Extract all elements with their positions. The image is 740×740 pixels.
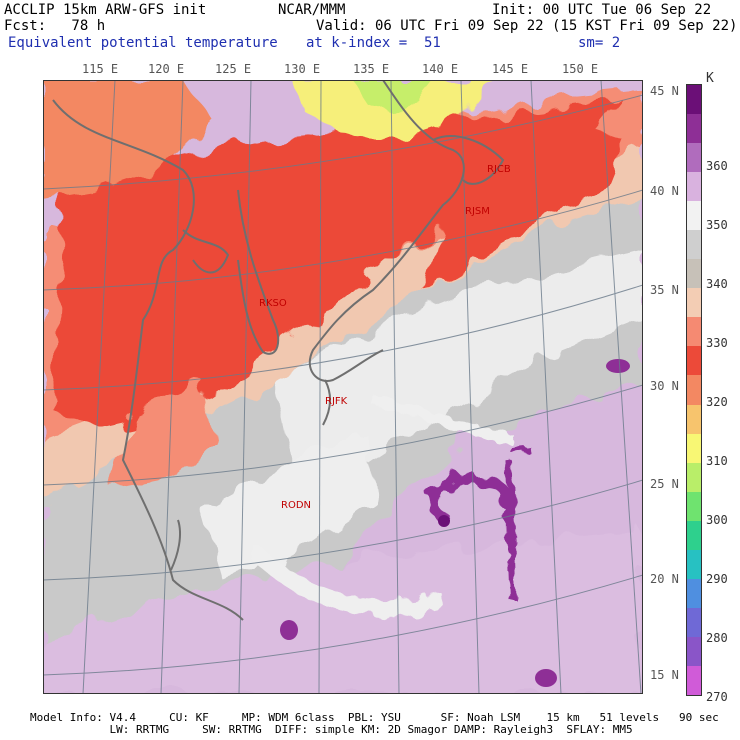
lat-label: 45 N (650, 84, 679, 98)
colorbar-swatch (687, 201, 701, 231)
lon-label: 150 E (562, 62, 599, 76)
lat-label: 30 N (650, 379, 679, 393)
lon-label: 115 E (82, 62, 119, 76)
theta-e-map: RJCB RJSM RKSO RJFK RODN (43, 80, 643, 694)
coastlines (52, 80, 505, 621)
model-title: ACCLIP 15km ARW-GFS init (4, 2, 207, 18)
colorbar (686, 84, 702, 696)
field-shading (43, 80, 643, 694)
purple-patch (280, 620, 298, 640)
colorbar-swatch (687, 85, 701, 115)
model-info: Model Info: V4.4 CU: KF MP: WDM 6class P… (30, 711, 719, 724)
colorbar-swatch (687, 259, 701, 289)
forecast-hour: Fcst: 78 h (4, 18, 106, 34)
colorbar-swatch (687, 346, 701, 376)
colorbar-label: 360 (706, 159, 728, 173)
lon-label: 140 E (422, 62, 459, 76)
colorbar-label: 290 (706, 572, 728, 586)
station-label: RJSM (465, 206, 490, 217)
colorbar-swatch (687, 665, 701, 696)
model-physics: LW: RRTMG SW: RRTMG DIFF: simple KM: 2D … (30, 723, 633, 736)
colorbar-label: 320 (706, 395, 728, 409)
smoothing: sm= 2 (578, 35, 621, 51)
colorbar-swatch (687, 404, 701, 435)
init-time: Init: 00 UTC Tue 06 Sep 22 (492, 2, 712, 18)
lon-label: 125 E (215, 62, 252, 76)
colorbar-swatch (687, 549, 701, 580)
lon-label: 145 E (492, 62, 529, 76)
colorbar-label: 310 (706, 454, 728, 468)
colorbar-swatch (687, 114, 701, 144)
colorbar-swatch (687, 636, 701, 667)
purple-patch (535, 669, 557, 687)
lat-label: 25 N (650, 477, 679, 491)
typhoon-spiral (247, 395, 532, 616)
k-index: at k-index = 51 (306, 35, 441, 51)
lat-label: 40 N (650, 184, 679, 198)
colorbar-swatch (687, 375, 701, 406)
lat-label: 15 N (650, 668, 679, 682)
station-label: RKSO (259, 298, 287, 309)
purple-patch (606, 359, 630, 373)
lat-label: 35 N (650, 283, 679, 297)
station-label: RJCB (487, 164, 511, 175)
field-name: Equivalent potential temperature (8, 35, 278, 51)
station-label: RODN (281, 500, 311, 511)
colorbar-swatch (687, 143, 701, 173)
colorbar-label: 270 (706, 690, 728, 704)
colorbar-swatch (687, 520, 701, 551)
colorbar-swatch (687, 491, 701, 522)
lat-label: 20 N (650, 572, 679, 586)
typhoon-core (438, 515, 450, 527)
map-frame (43, 80, 643, 694)
colorbar-swatch (687, 578, 701, 609)
lon-label: 135 E (353, 62, 390, 76)
colorbar-label: 300 (706, 513, 728, 527)
colorbar-label: 350 (706, 218, 728, 232)
lon-label: 120 E (148, 62, 185, 76)
colorbar-swatch (687, 172, 701, 202)
valid-time: Valid: 06 UTC Fri 09 Sep 22 (15 KST Fri … (316, 18, 738, 34)
lon-label: 130 E (284, 62, 321, 76)
colorbar-swatch (687, 607, 701, 638)
colorbar-label: 330 (706, 336, 728, 350)
colorbar-unit: K (706, 71, 714, 86)
map-svg: RJCB RJSM RKSO RJFK RODN (43, 80, 643, 694)
graticule (43, 80, 643, 694)
station-label: RJFK (325, 396, 348, 407)
colorbar-swatch (687, 433, 701, 464)
colorbar-swatch (687, 462, 701, 493)
colorbar-swatch (687, 288, 701, 318)
org-label: NCAR/MMM (278, 2, 346, 18)
colorbar-swatch (687, 317, 701, 347)
colorbar-swatch (687, 230, 701, 260)
colorbar-label: 340 (706, 277, 728, 291)
colorbar-label: 280 (706, 631, 728, 645)
